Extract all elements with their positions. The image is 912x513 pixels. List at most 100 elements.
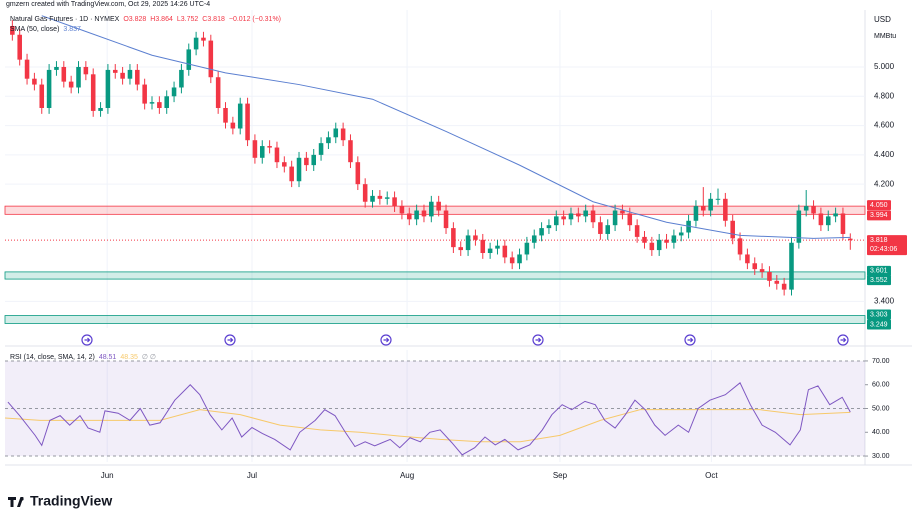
candle-body — [701, 206, 706, 211]
zone-label-bg — [867, 265, 891, 276]
rsi-tick-label: 60.00 — [872, 382, 890, 389]
candle-body — [583, 210, 588, 217]
candle-body — [752, 263, 758, 270]
candle-body — [355, 162, 361, 185]
candle-body — [39, 84, 45, 108]
candle-body — [289, 166, 294, 182]
currency: USD — [874, 15, 891, 24]
rsi-sma-value: 48.35 — [120, 354, 138, 361]
x-tick-label: Jun — [101, 471, 114, 480]
candle-body — [326, 137, 331, 144]
candle-body — [348, 140, 353, 163]
rsi-value: 48.51 — [99, 354, 117, 361]
candle-body — [333, 128, 339, 138]
candle-body — [362, 184, 368, 202]
candle-body — [120, 72, 125, 79]
rsi-empty: ∅ ∅ — [142, 354, 156, 361]
candle-body — [252, 140, 258, 158]
candle-body — [223, 107, 228, 123]
candle-body — [568, 213, 574, 220]
candle-body — [267, 146, 272, 148]
candle-body — [10, 25, 15, 35]
ohlc-label: L3.752 — [177, 16, 199, 23]
candle-body — [759, 269, 765, 273]
zone — [4, 315, 866, 324]
y-tick-label: 4.600 — [874, 121, 895, 130]
ohlc-label: H3.864 — [150, 16, 173, 23]
candle-body — [384, 197, 390, 199]
candle-body — [546, 225, 552, 229]
zone-label-bg — [867, 200, 891, 211]
candle-body — [848, 238, 853, 241]
candle-body — [502, 245, 508, 258]
y-tick-label: 4.800 — [874, 91, 895, 100]
rsi-sma-line — [4, 409, 851, 443]
zone-label-bg — [867, 210, 891, 221]
candle-body — [406, 213, 412, 220]
candle-body — [612, 210, 618, 226]
candle-body — [215, 77, 221, 108]
candle-body — [789, 242, 794, 290]
zone-label: 3.601 — [870, 268, 888, 275]
candle-body — [627, 213, 633, 226]
x-tick-label: Sep — [553, 471, 568, 480]
rsi-line — [7, 382, 851, 456]
x-tick-label: Oct — [705, 471, 718, 480]
candle-body — [803, 206, 809, 211]
candle-body — [142, 84, 147, 104]
candle-body — [90, 74, 96, 111]
candle-body — [524, 242, 530, 255]
candle-body — [186, 49, 192, 70]
x-tick-label: Aug — [400, 471, 414, 480]
candle-body — [509, 257, 515, 264]
candle-body — [678, 232, 684, 236]
zone-label-bg — [867, 275, 891, 286]
candle-body — [833, 213, 838, 217]
candle-body — [164, 96, 169, 108]
instrument: Natural Gas Futures · 1D · NYMEX — [10, 16, 120, 23]
candle-body — [796, 210, 802, 243]
candle-body — [451, 228, 456, 248]
candle-body — [429, 201, 434, 217]
candle-body — [745, 254, 750, 264]
zone-label: 3.552 — [870, 277, 888, 284]
candle-body — [656, 239, 662, 251]
countdown: 02:43:06 — [870, 246, 897, 253]
y-tick-label: 5.000 — [874, 62, 895, 71]
candle-body — [237, 103, 243, 129]
sma-value: 3.837 — [63, 26, 81, 33]
candle-body — [208, 40, 214, 78]
candle-body — [76, 66, 81, 88]
candle-body — [517, 254, 522, 264]
candle-body — [193, 37, 199, 50]
candle-body — [590, 210, 596, 223]
candle-body — [811, 206, 816, 214]
candle-body — [32, 78, 37, 85]
candle-body — [774, 280, 780, 284]
candle-body — [377, 195, 383, 199]
candle-body — [649, 242, 655, 251]
candle-body — [112, 69, 118, 73]
candle-body — [561, 216, 566, 220]
candle-body — [487, 248, 493, 254]
y-tick-label: 4.400 — [874, 150, 895, 159]
candle-body — [414, 210, 419, 220]
candle-body — [46, 69, 52, 108]
candle-body — [149, 102, 155, 104]
y-tick-label: 4.200 — [874, 179, 895, 188]
candle-body — [825, 216, 831, 226]
event-icons — [81, 334, 849, 346]
zone-label-bg — [867, 319, 891, 330]
candle-body — [531, 235, 537, 243]
ohlc-label: O3.828 — [123, 16, 146, 23]
zone — [4, 271, 866, 280]
candle-body — [730, 220, 735, 239]
candle-body — [296, 157, 302, 182]
candle-body — [480, 239, 486, 254]
candle-body — [230, 122, 236, 129]
candle-body — [259, 146, 265, 158]
candle-body — [304, 157, 309, 166]
candle-body — [664, 239, 669, 243]
rsi-tick-label: 50.00 — [872, 405, 890, 412]
